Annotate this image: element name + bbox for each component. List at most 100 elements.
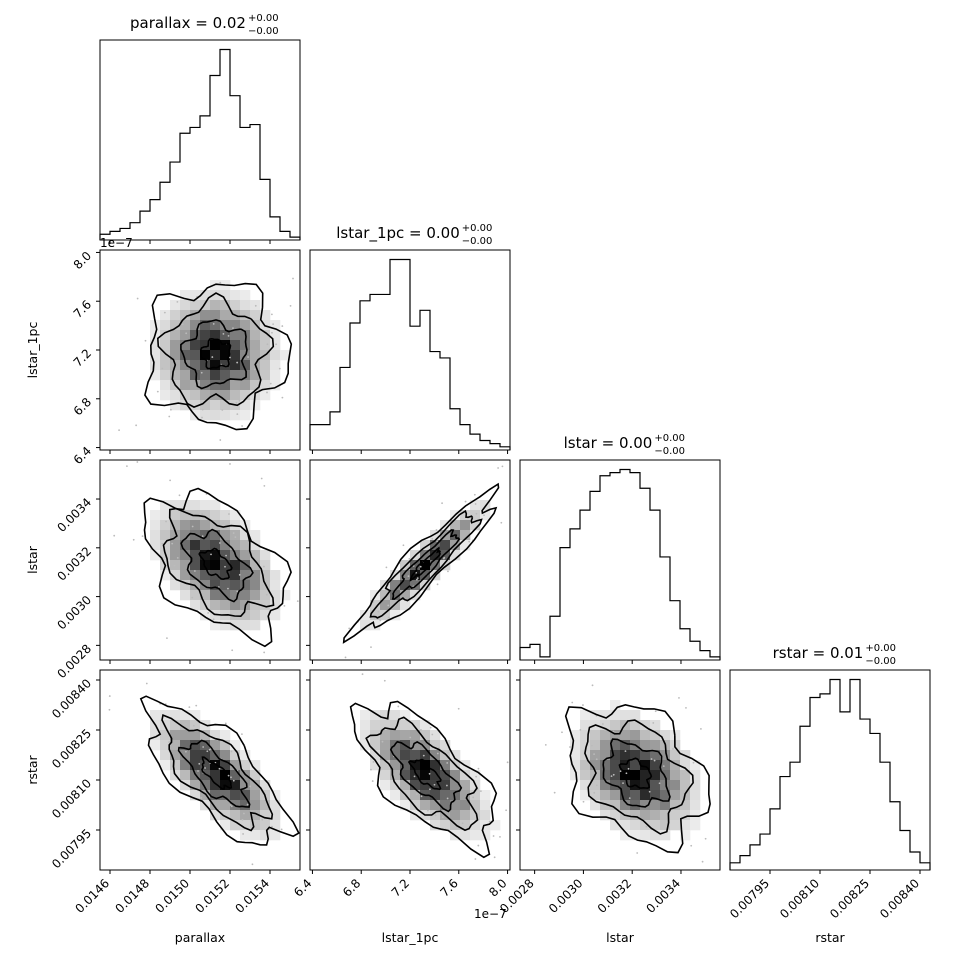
y-axis-label-lstar: lstar — [25, 545, 40, 574]
sample-point — [648, 790, 651, 793]
density-cell — [440, 550, 451, 561]
density-cell — [470, 820, 481, 831]
density-cell — [180, 560, 191, 571]
density-cell — [250, 820, 261, 831]
density-cell — [190, 500, 201, 511]
sample-point — [168, 741, 171, 743]
density-cell — [370, 750, 381, 761]
density-cell — [220, 390, 231, 401]
density-cell — [250, 540, 261, 551]
title-lstar: lstar = 0.00 — [564, 434, 653, 452]
density-cell — [420, 560, 431, 571]
sample-point — [436, 540, 438, 543]
density-cell — [210, 590, 221, 601]
density-cell — [630, 820, 641, 831]
density-cell — [410, 730, 421, 741]
density-cell — [590, 760, 601, 771]
density-cell — [170, 390, 181, 401]
density-cell — [410, 780, 421, 791]
density-cell — [380, 760, 391, 771]
density-cell — [170, 310, 181, 321]
sample-point — [192, 724, 195, 727]
sample-point — [266, 391, 268, 394]
contour-level — [144, 282, 293, 431]
density-cell — [220, 550, 231, 561]
density-cell — [220, 380, 231, 391]
contour-level — [564, 703, 711, 854]
density-cell — [610, 740, 621, 751]
density-cell — [430, 550, 441, 561]
density-cell — [390, 610, 401, 621]
sample-point — [221, 409, 224, 411]
sample-point — [381, 759, 383, 762]
density-cell — [210, 350, 221, 361]
density-cell — [260, 590, 271, 601]
density-cell — [160, 340, 171, 351]
sample-point — [685, 706, 687, 709]
density-cell — [170, 580, 181, 591]
sample-point — [379, 594, 382, 597]
density-cell — [640, 750, 651, 761]
density-cell — [480, 810, 491, 821]
density-cell — [270, 380, 281, 391]
density-cell — [150, 350, 161, 361]
sample-point — [604, 729, 606, 732]
density-cell — [620, 800, 631, 811]
sample-point — [650, 758, 653, 760]
sample-point — [700, 728, 702, 730]
density-cell — [420, 760, 431, 771]
sample-point — [260, 477, 263, 480]
density-cell — [230, 740, 241, 751]
x-axis-label-rstar: rstar — [815, 930, 845, 945]
density-cell — [650, 720, 661, 731]
title-lower-error: −0.00 — [654, 446, 685, 457]
density-cell — [610, 810, 621, 821]
sample-point — [416, 793, 418, 795]
density-cell — [430, 530, 441, 541]
density-cell — [620, 740, 631, 751]
y-tick-label: 0.0030 — [55, 593, 95, 633]
x-tick-label: 0.00825 — [827, 876, 872, 921]
sample-point — [236, 590, 239, 593]
density-cell — [180, 580, 191, 591]
sample-point — [692, 761, 695, 764]
y-tick-label: 0.00825 — [49, 726, 94, 771]
density-cell — [660, 820, 671, 831]
title-upper-error: +0.00 — [654, 433, 685, 444]
density-cell — [240, 620, 251, 631]
density-cell — [190, 730, 201, 741]
sample-point — [188, 706, 191, 709]
density-cell — [570, 750, 581, 761]
density-cell — [200, 550, 211, 561]
density-cell — [250, 530, 261, 541]
x-tick-label: 6.4 — [291, 876, 314, 899]
histogram-lstar — [519, 468, 721, 660]
title-rstar: rstar = 0.01 — [773, 644, 864, 662]
density-cell — [430, 790, 441, 801]
density-cell — [650, 820, 661, 831]
density-cell — [230, 510, 241, 521]
contour-level — [389, 740, 463, 813]
density-cell — [360, 610, 371, 621]
density-cell — [580, 780, 591, 791]
sample-point — [428, 772, 431, 775]
density-cell — [260, 800, 271, 811]
density-cell — [220, 410, 231, 421]
sample-point — [569, 746, 571, 748]
density-cell — [650, 760, 661, 771]
y-tick-label: 8.0 — [71, 249, 94, 272]
density-cell — [460, 770, 471, 781]
density-cell — [210, 320, 221, 331]
density-cell — [270, 330, 281, 341]
density-cell — [240, 320, 251, 331]
density-cell — [600, 710, 611, 721]
density-cell — [680, 830, 691, 841]
density-cell — [230, 590, 241, 601]
density-cell — [680, 770, 691, 781]
sample-point — [281, 325, 284, 327]
density-cell — [380, 770, 391, 781]
sample-point — [361, 673, 364, 676]
x-tick-label: 0.0032 — [595, 876, 635, 916]
sample-point — [475, 512, 478, 515]
density-cell — [260, 780, 271, 791]
